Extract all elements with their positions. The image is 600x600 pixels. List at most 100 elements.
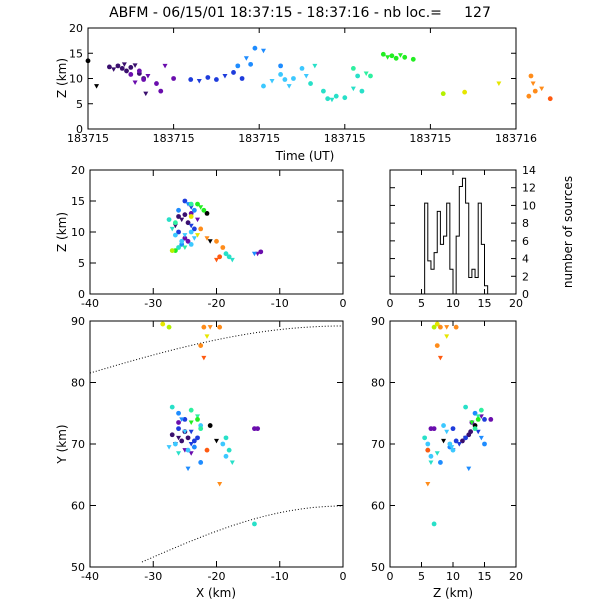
data-point	[410, 56, 416, 62]
data-point	[198, 460, 204, 465]
data-point	[160, 321, 166, 327]
data-point	[188, 407, 194, 413]
data-point	[393, 55, 399, 61]
data-point	[438, 460, 443, 465]
ytick-label-time-height: 5	[76, 98, 83, 111]
data-point	[198, 426, 204, 432]
data-point	[278, 72, 283, 77]
xtick-label-x-y: -40	[81, 570, 99, 583]
data-point	[444, 429, 450, 435]
data-point	[207, 423, 213, 428]
xtick-label-time-height: 183716	[495, 132, 537, 145]
data-point	[195, 417, 200, 422]
data-point	[449, 445, 455, 450]
data-point	[136, 68, 142, 74]
data-point	[526, 93, 532, 99]
data-point	[231, 70, 236, 75]
ytick-label-z-histogram: 2	[522, 270, 529, 283]
data-point	[217, 481, 223, 487]
data-point	[342, 95, 348, 101]
data-point	[204, 334, 210, 339]
data-point	[204, 211, 210, 216]
data-point	[475, 429, 481, 435]
range-arc-lower	[141, 505, 343, 563]
data-point	[299, 66, 305, 71]
data-point	[425, 441, 431, 447]
xtick-label-z-histogram: 0	[387, 297, 394, 310]
xtick-label-time-height: 183715	[67, 132, 109, 145]
data-point	[204, 447, 210, 453]
data-point	[308, 81, 313, 86]
xtick-label-z-y: 10	[446, 570, 460, 583]
data-point	[195, 414, 201, 419]
data-point	[185, 435, 191, 441]
tick-group-x-y: -40 -30 -20 -10 0 50 60 70 80 90	[71, 315, 347, 583]
ytick-label-time-height: 10	[69, 73, 83, 86]
ytick-label-x-z: 15	[71, 195, 85, 208]
data-point	[223, 453, 229, 459]
ytick-label-x-y: 90	[71, 315, 85, 328]
xtick-label-x-z: -30	[144, 297, 162, 310]
ytick-label-z-y: 60	[371, 500, 385, 513]
data-point	[145, 73, 151, 79]
data-point	[428, 453, 434, 459]
xtick-label-x-z: -40	[81, 297, 99, 310]
data-point	[188, 420, 194, 425]
data-point	[222, 73, 228, 79]
ytick-label-z-histogram: 10	[522, 199, 536, 212]
data-point	[530, 81, 536, 87]
data-point	[124, 68, 129, 74]
data-point	[169, 248, 175, 254]
data-point	[214, 77, 219, 82]
data-point	[368, 73, 373, 79]
data-point	[172, 223, 178, 229]
data-point	[380, 51, 386, 57]
histogram-step-line	[390, 177, 516, 295]
ytick-label-time-height: 0	[76, 123, 83, 136]
marks-x-z	[166, 198, 264, 263]
data-point	[422, 435, 428, 441]
data-point	[128, 64, 134, 70]
plot-frame-x-y	[89, 320, 344, 568]
data-point	[172, 441, 178, 447]
data-point	[201, 355, 207, 361]
data-point	[166, 217, 172, 223]
xtick-label-z-histogram: 15	[478, 297, 492, 310]
data-point	[463, 435, 468, 441]
data-point	[478, 407, 484, 413]
data-point	[303, 73, 309, 79]
data-point	[261, 83, 266, 89]
ytick-label-x-y: 60	[71, 500, 85, 513]
data-point	[235, 63, 241, 69]
data-point	[188, 214, 194, 219]
data-point	[119, 66, 125, 71]
ytick-label-x-z: 10	[71, 226, 85, 239]
data-point	[185, 466, 191, 472]
data-point	[198, 343, 204, 348]
xtick-label-time-height: 183715	[324, 132, 366, 145]
ytick-label-x-y: 80	[71, 377, 85, 390]
xtick-label-x-y: -20	[208, 570, 226, 583]
data-point	[132, 63, 138, 68]
data-point	[437, 355, 443, 361]
data-point	[239, 76, 245, 81]
ytick-label-z-y: 70	[371, 438, 385, 451]
data-point	[434, 343, 440, 348]
data-point	[286, 84, 292, 89]
data-point	[176, 207, 181, 213]
data-point	[107, 64, 112, 70]
data-point	[440, 91, 446, 97]
data-point	[482, 441, 487, 447]
data-point	[188, 223, 194, 229]
data-point	[475, 417, 481, 422]
xtick-label-z-histogram: 5	[418, 297, 425, 310]
ytick-label-z-y: 50	[371, 561, 385, 574]
data-point	[258, 249, 264, 255]
data-point	[198, 205, 204, 210]
xtick-label-z-histogram: 20	[509, 297, 523, 310]
data-point	[243, 56, 249, 61]
data-point	[252, 521, 257, 527]
data-point	[229, 257, 235, 263]
data-point	[185, 447, 191, 453]
